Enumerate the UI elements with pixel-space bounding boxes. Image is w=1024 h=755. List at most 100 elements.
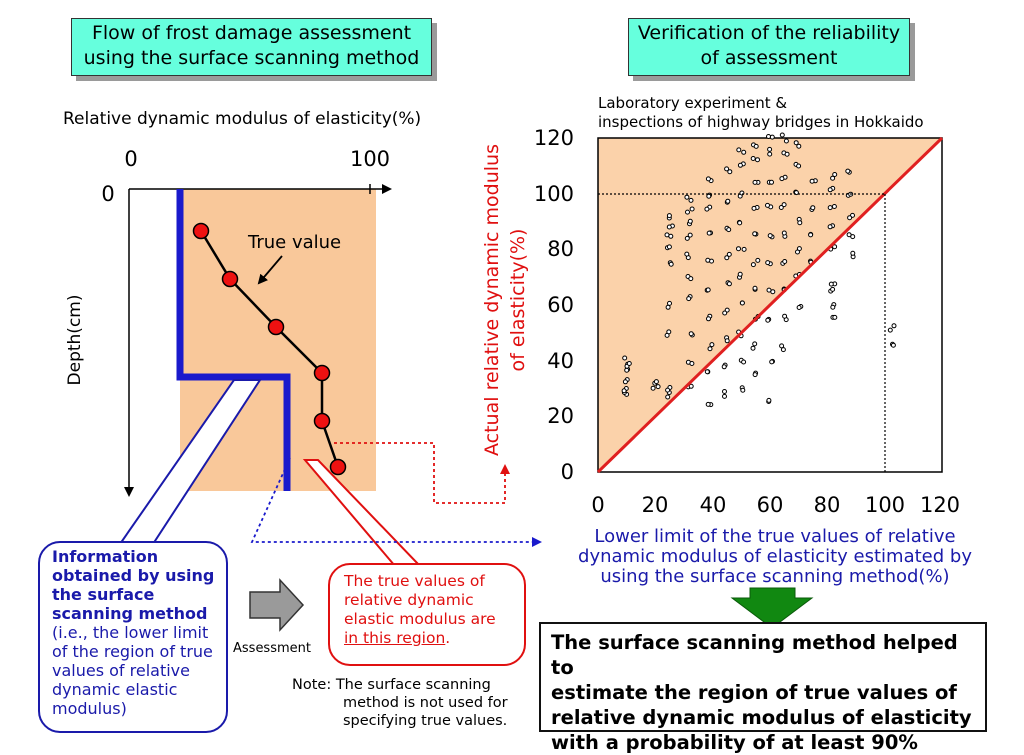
scatter-point xyxy=(891,323,897,329)
scatter-point xyxy=(765,317,771,323)
x-tick-label: 0 xyxy=(591,493,604,517)
scatter-point xyxy=(684,194,690,200)
scatter-point xyxy=(705,287,711,293)
scatter-point xyxy=(666,213,672,219)
scatter-point xyxy=(721,364,727,370)
depth-zero-label: 0 xyxy=(101,182,114,206)
scatter-point xyxy=(724,255,730,261)
true-value-point xyxy=(313,364,331,382)
scatter-point xyxy=(767,146,773,152)
conclusion-line: with a probability of at least 90% xyxy=(551,731,918,754)
blue-callout-bold-text: Information obtained by using the surfac… xyxy=(52,547,226,623)
scatter-point xyxy=(830,286,836,292)
scatter-point xyxy=(766,287,772,293)
red-callout-line: The true values of xyxy=(344,572,485,590)
blue-callout-bold-line: scanning method xyxy=(52,604,208,623)
scatter-point xyxy=(655,384,661,390)
right-title-box: Verification of the reliability of asses… xyxy=(628,18,910,76)
scatter-point xyxy=(778,205,784,210)
scatter-point xyxy=(666,244,672,250)
scatter-point xyxy=(724,338,730,344)
scatter-point xyxy=(796,163,802,169)
y-tick-label: 60 xyxy=(547,293,574,317)
scatter-point xyxy=(753,143,759,149)
scatter-point xyxy=(688,383,694,389)
scatter-point xyxy=(741,359,747,365)
scatter-point xyxy=(688,331,694,337)
y-tick-labels: 0 20 40 60 80 100 120 xyxy=(534,126,574,484)
scatter-points xyxy=(621,132,897,408)
note-text: Note: The surface scanning method is not… xyxy=(292,676,508,730)
scatter-point xyxy=(726,281,732,287)
scatter-point xyxy=(779,132,785,138)
scatter-point xyxy=(624,367,630,373)
true-value-point xyxy=(221,270,239,288)
scatter-point xyxy=(827,187,833,193)
scatter-point xyxy=(781,230,787,236)
scatter-point xyxy=(767,151,773,157)
scatter-point xyxy=(751,205,757,211)
chart-caption-line-2: inspections of highway bridges in Hokkai… xyxy=(598,113,924,131)
scatter-point xyxy=(666,224,672,230)
scatter-point xyxy=(706,230,712,236)
scatter-point xyxy=(779,176,785,182)
scatter-point xyxy=(752,231,758,237)
scatter-point xyxy=(827,205,833,211)
scatter-point xyxy=(722,389,727,394)
scatter-point xyxy=(752,179,758,185)
note-line: Note: The surface scanning xyxy=(292,677,491,693)
blue-callout-bold-line: obtained by using xyxy=(52,566,215,585)
scatter-point xyxy=(737,220,743,226)
scatter-point xyxy=(705,176,711,182)
scatter-point xyxy=(740,387,746,393)
scatter-point xyxy=(780,347,786,353)
green-down-arrow-icon xyxy=(730,587,814,629)
scatter-point xyxy=(706,316,711,322)
scatter-point xyxy=(741,149,747,155)
scatter-point xyxy=(887,327,893,333)
scatter-point xyxy=(737,271,743,277)
scatter-point xyxy=(689,206,695,212)
x-tick-label: 40 xyxy=(700,493,727,517)
scatter-point xyxy=(650,385,656,391)
red-callout-line: relative dynamic xyxy=(344,591,474,609)
right-title-line-2: of assessment xyxy=(700,47,838,69)
scatter-point xyxy=(709,342,715,348)
scatter-point xyxy=(705,401,711,407)
scatter-point xyxy=(832,314,838,320)
scatter-point xyxy=(831,204,837,209)
x-axis-label-line-3: using the surface scanning method(%) xyxy=(600,566,949,587)
scatter-point xyxy=(685,209,690,215)
scatter-point xyxy=(722,310,728,316)
scatter-point xyxy=(766,134,771,139)
scatter-point xyxy=(755,157,760,163)
scatter-point xyxy=(793,140,799,146)
conclusion-line: estimate the region of true values of xyxy=(551,681,957,704)
assessment-arrow-icon xyxy=(249,578,305,632)
scatter-point xyxy=(727,169,733,175)
scatter-point xyxy=(622,379,628,385)
top-axis-label: Relative dynamic modulus of elasticity(%… xyxy=(63,109,421,129)
blue-callout-line: dynamic elastic xyxy=(52,680,178,699)
scatter-point xyxy=(667,300,672,306)
scatter-point xyxy=(830,175,836,181)
scatter-point xyxy=(750,156,756,161)
blue-callout: Information obtained by using the surfac… xyxy=(38,541,228,733)
scatter-point xyxy=(668,233,674,239)
scatter-point xyxy=(827,224,833,230)
conclusion-line: The surface scanning method helped to xyxy=(551,631,958,679)
blue-callout-line: of the region of true xyxy=(52,642,213,661)
scatter-point xyxy=(665,394,671,400)
x-tick-label: 100 xyxy=(865,493,905,517)
scatter-point xyxy=(782,313,788,319)
red-callout-line: elastic modulus are xyxy=(344,610,496,628)
scatter-point xyxy=(665,387,671,393)
scatter-point xyxy=(808,232,814,238)
scatter-point xyxy=(850,250,856,256)
x-tick-labels: 0 20 40 60 80 100 120 xyxy=(591,493,960,517)
scatter-point xyxy=(684,235,690,241)
red-callout-last-line: in this region. xyxy=(344,629,524,648)
scatter-point xyxy=(722,393,727,399)
lower-limit-line xyxy=(176,189,291,491)
scatter-point xyxy=(769,359,775,365)
